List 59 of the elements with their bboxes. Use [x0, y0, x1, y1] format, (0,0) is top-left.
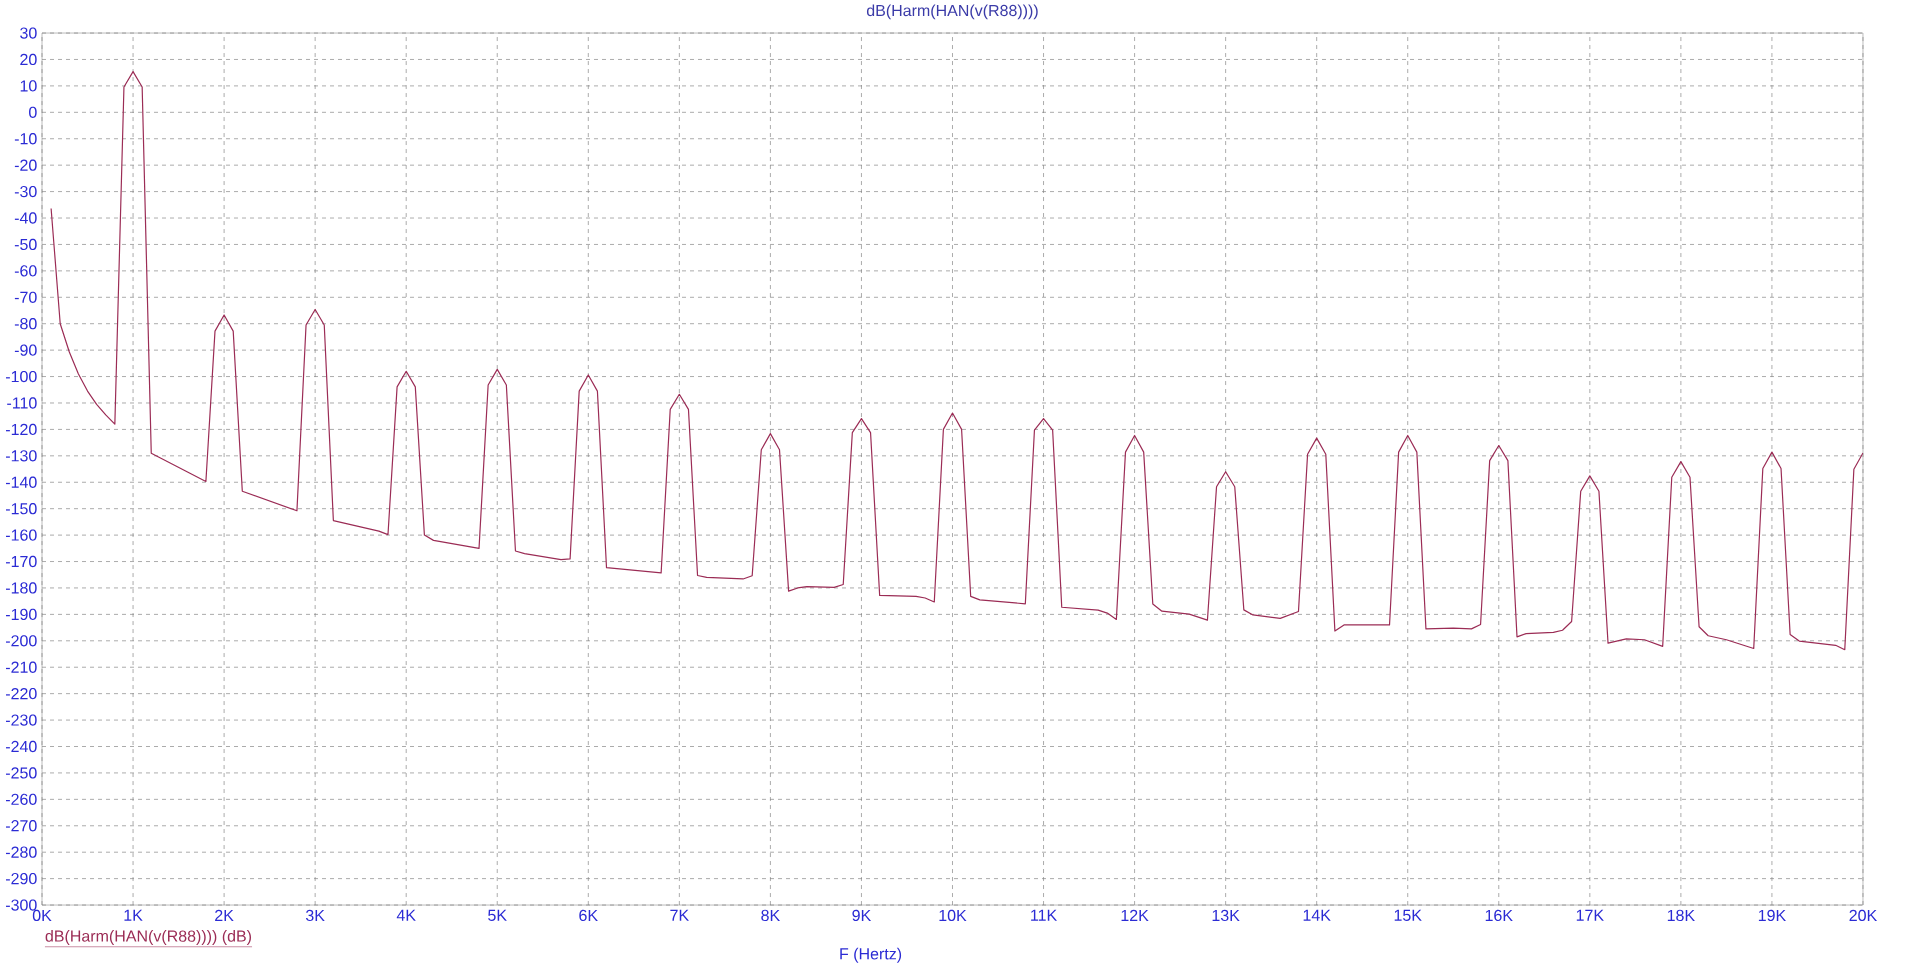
x-tick-label: 13K — [1212, 909, 1240, 922]
y-tick-label: -20 — [14, 159, 37, 171]
y-tick-label: -60 — [14, 265, 37, 277]
x-tick-label: 3K — [305, 909, 325, 922]
line-series — [50, 71, 1863, 651]
y-tick-label: 20 — [20, 53, 37, 66]
x-tick-label: 8K — [761, 909, 780, 922]
y-tick-label: -70 — [14, 291, 37, 303]
y-tick-label: -90 — [14, 344, 37, 356]
y-tick-label: -150 — [5, 503, 37, 515]
x-tick-label: 2K — [215, 909, 234, 921]
x-tick-label: 4K — [396, 909, 416, 921]
x-tick-label: 15K — [1394, 909, 1422, 921]
y-tick-label: -200 — [5, 635, 37, 647]
x-tick-label: 14K — [1303, 909, 1331, 921]
y-tick-label: -230 — [5, 714, 37, 726]
y-tick-label: -280 — [5, 846, 37, 858]
y-tick-label: -110 — [7, 397, 37, 409]
y-tick-label: -10 — [14, 133, 37, 145]
y-tick-label: -100 — [5, 370, 37, 383]
y-tick-label: -190 — [5, 608, 37, 621]
x-tick-label: 6K — [579, 909, 598, 922]
x-tick-label: 11K — [1031, 909, 1057, 921]
x-tick-label: 0K — [32, 909, 52, 922]
y-tick-label: -40 — [14, 212, 37, 224]
x-axis-title: F (Hertz) — [840, 947, 902, 963]
x-tick-label: 18K — [1667, 909, 1695, 922]
y-tick-label: 10 — [20, 80, 37, 92]
y-tick-label: -220 — [5, 687, 37, 700]
y-tick-label: -290 — [5, 872, 37, 885]
y-tick-label: -130 — [5, 450, 37, 462]
y-tick-label: -240 — [5, 740, 37, 753]
y-tick-label: -140 — [5, 476, 37, 488]
y-tick-label: -30 — [14, 185, 37, 198]
x-tick-label: 16K — [1485, 909, 1513, 922]
y-tick-label: -50 — [14, 238, 37, 251]
y-tick-label: 0 — [29, 106, 37, 118]
y-tick-label: -250 — [5, 767, 37, 779]
x-tick-label: 12K — [1121, 909, 1149, 921]
x-tick-label: 10K — [939, 909, 967, 922]
y-tick-label: -120 — [5, 423, 37, 436]
x-tick-label: 1K — [124, 909, 143, 921]
text: dB(Harm(HAN(v(R88)))) (dB) — [45, 929, 252, 945]
y-tick-label: 30 — [20, 27, 37, 39]
x-tick-label: 9K — [852, 909, 872, 922]
x-tick-label: 19K — [1758, 909, 1786, 922]
x-tick-label: 20K — [1849, 909, 1878, 922]
chart-title: dB(Harm(HAN(v(R88)))) — [866, 4, 1038, 20]
x-tick-label: 17K — [1576, 909, 1604, 921]
y-tick-label: -160 — [5, 529, 37, 541]
y-tick-label: -270 — [5, 820, 37, 832]
y-tick-label: -300 — [5, 899, 37, 911]
y-tick-label: -170 — [5, 555, 37, 568]
y-tick-label: -180 — [5, 582, 37, 594]
x-tick-label: 5K — [488, 909, 507, 921]
x-tick-label: 7K — [670, 909, 689, 921]
y-tick-label: -260 — [5, 793, 37, 805]
y-tick-label: -210 — [5, 661, 37, 673]
y-tick-label: -80 — [14, 318, 37, 330]
